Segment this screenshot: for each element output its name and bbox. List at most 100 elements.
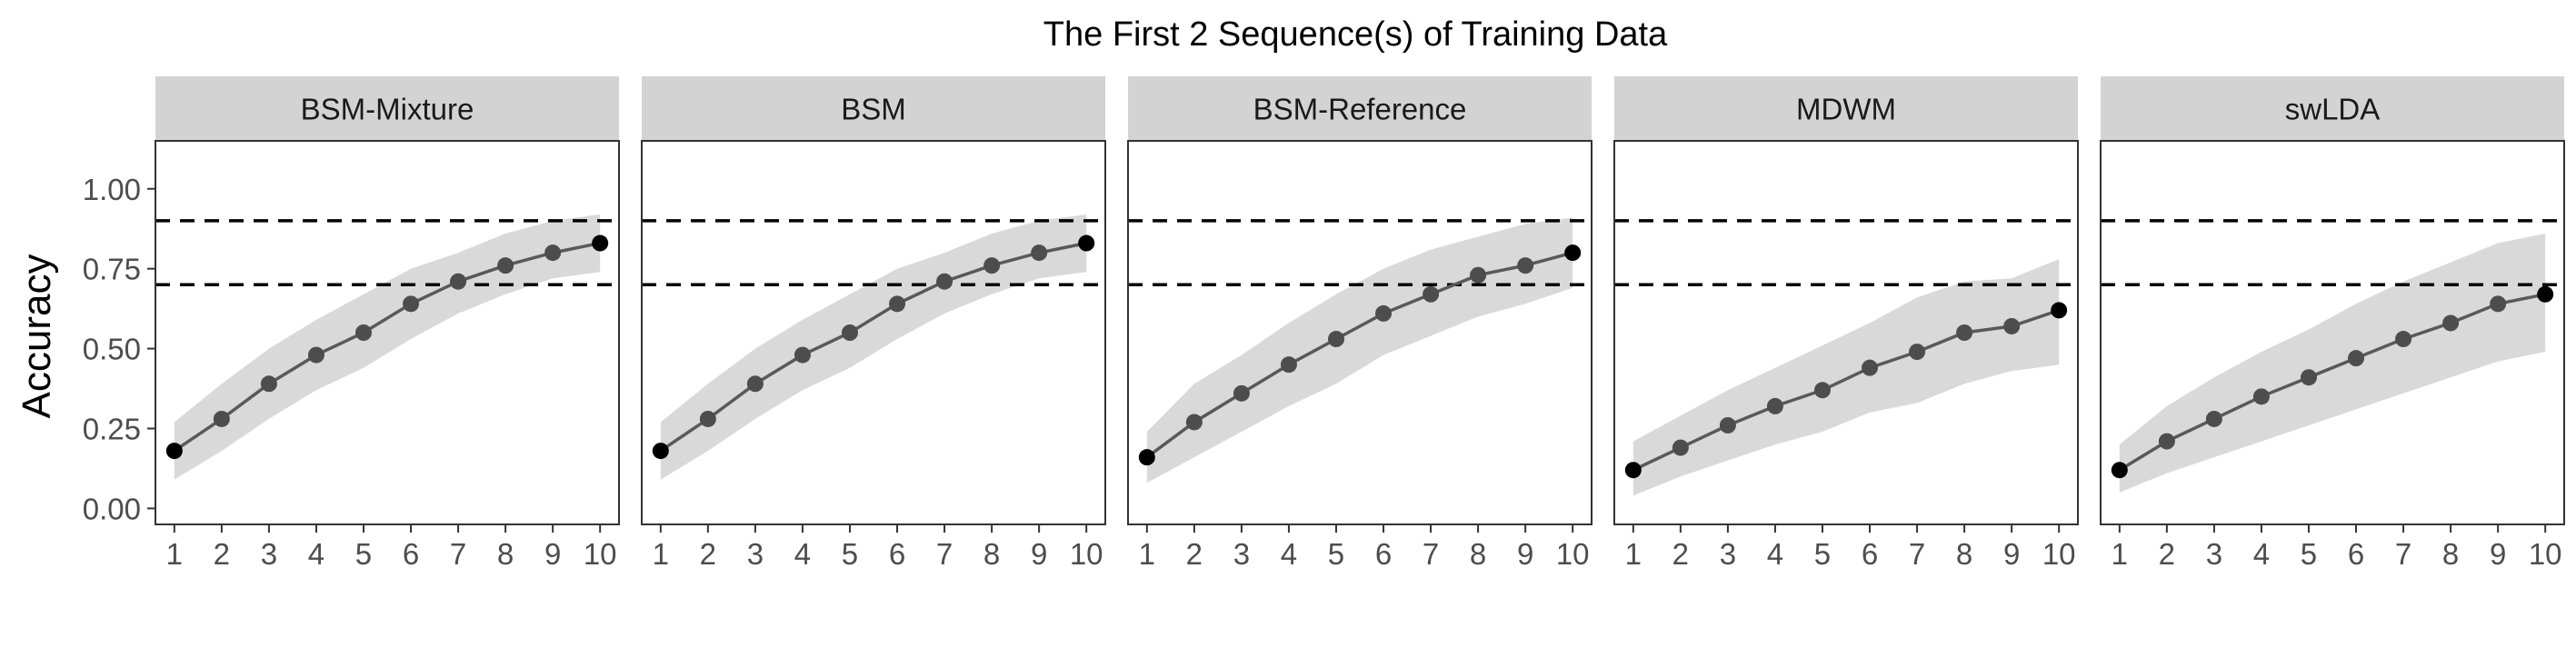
y-axis: 0.00 0.25 0.50 0.75 1.00 [83,173,155,525]
x-tick-label: 1 [2112,537,2128,571]
x-tick-label: 5 [2301,537,2317,571]
data-point [1327,331,1344,348]
x-tick-label: 6 [1375,537,1392,571]
x-tick-label: 9 [1517,537,1533,571]
facet-strip [2101,76,2564,141]
y-tick-label: 0.50 [83,333,141,366]
x-tick-label: 2 [2159,537,2175,571]
data-point [1564,244,1582,262]
x-tick-label: 3 [1233,537,1250,571]
x-tick-label: 9 [544,537,561,571]
x-tick-label: 5 [355,537,372,571]
data-point [889,295,906,313]
facet-strip-label: BSM-Mixture [301,93,474,126]
data-point [1813,382,1831,399]
data-point [165,443,183,460]
data-point [1375,304,1393,322]
chart-title: The First 2 Sequence(s) of Training Data [1043,15,1668,54]
data-point [1138,449,1155,466]
data-point [2158,433,2175,450]
x-tick-label: 10 [1556,537,1590,571]
confidence-band [2119,234,2546,493]
data-point [2205,410,2222,427]
x-tick-label: 9 [2490,537,2506,571]
x-tick-label: 6 [1862,537,1878,571]
data-point [403,295,420,313]
x-tick-label: 5 [1814,537,1831,571]
data-point [652,443,669,460]
x-tick-label: 2 [214,537,230,571]
x-tick-label: 5 [1328,537,1344,571]
panel-border [1613,140,2079,525]
x-tick-label: 10 [1070,537,1103,571]
facet-strip [1128,76,1592,141]
x-tick-label: 8 [983,537,1000,571]
x-tick-label: 2 [700,537,716,571]
x-tick-label: 9 [2003,537,2020,571]
x-tick-label: 7 [936,537,953,571]
data-point [1517,257,1534,274]
data-point [213,410,230,427]
data-point [2003,317,2021,334]
facet-panel: BSM-Reference 1 2 3 4 5 6 7 8 9 10 [1127,76,1593,571]
series-line [659,241,1087,453]
data-point [354,324,372,341]
facet-strip [155,76,619,141]
x-tick-label: 4 [308,537,324,571]
data-point [1956,324,1973,341]
facet-panel: BSM 1 2 3 4 5 6 7 8 9 10 [641,76,1106,571]
data-point [1078,234,1095,252]
x-tick-label: 4 [2253,537,2270,571]
x-tick-label: 3 [747,537,764,571]
data-point [2442,314,2460,332]
facet-strip [642,76,1105,141]
data-point [1470,266,1487,284]
confidence-band [174,214,601,480]
data-point [592,234,609,252]
x-tick-label: 5 [842,537,858,571]
facet-panel: MDWM 1 2 3 4 5 6 7 8 9 10 [1613,76,2079,571]
facet-strip [1614,76,2078,141]
x-tick-label: 4 [794,537,811,571]
x-tick-label: 7 [1909,537,1925,571]
data-point [1031,244,1048,262]
y-tick-label: 1.00 [83,173,141,206]
data-point [1185,414,1203,431]
data-point [1766,397,1783,414]
data-point [1624,462,1642,479]
data-point [746,375,764,393]
data-point [1423,285,1440,303]
data-point [699,410,716,427]
facet-strip-label: MDWM [1796,93,1896,126]
data-point [2300,369,2317,386]
data-point [1280,356,1297,374]
data-point [497,257,514,274]
data-point [260,375,277,393]
x-tick-label: 7 [450,537,466,571]
x-tick-label: 6 [2348,537,2364,571]
series-line [2118,293,2546,472]
x-tick-label: 2 [1672,537,1689,571]
data-point [1719,416,1736,434]
data-point [936,273,954,290]
data-point [2490,295,2507,313]
x-tick-label: 8 [2442,537,2459,571]
data-point [450,273,467,290]
x-tick-label: 2 [1186,537,1203,571]
x-tick-label: 8 [497,537,514,571]
x-tick-label: 7 [1423,537,1439,571]
facet-strip-label: swLDA [2285,93,2381,126]
facet-panel: swLDA 1 2 3 4 5 6 7 8 9 10 [2100,76,2565,571]
facet-strip-label: BSM-Reference [1253,93,1467,126]
x-tick-label: 4 [1767,537,1783,571]
panel-border [2100,140,2565,525]
confidence-band [1146,217,1573,484]
data-point [544,244,562,262]
panel-border [1127,140,1593,525]
data-point [2051,302,2068,319]
data-point [841,324,858,341]
y-tick-label: 0.75 [83,253,141,286]
x-tick-label: 6 [403,537,419,571]
